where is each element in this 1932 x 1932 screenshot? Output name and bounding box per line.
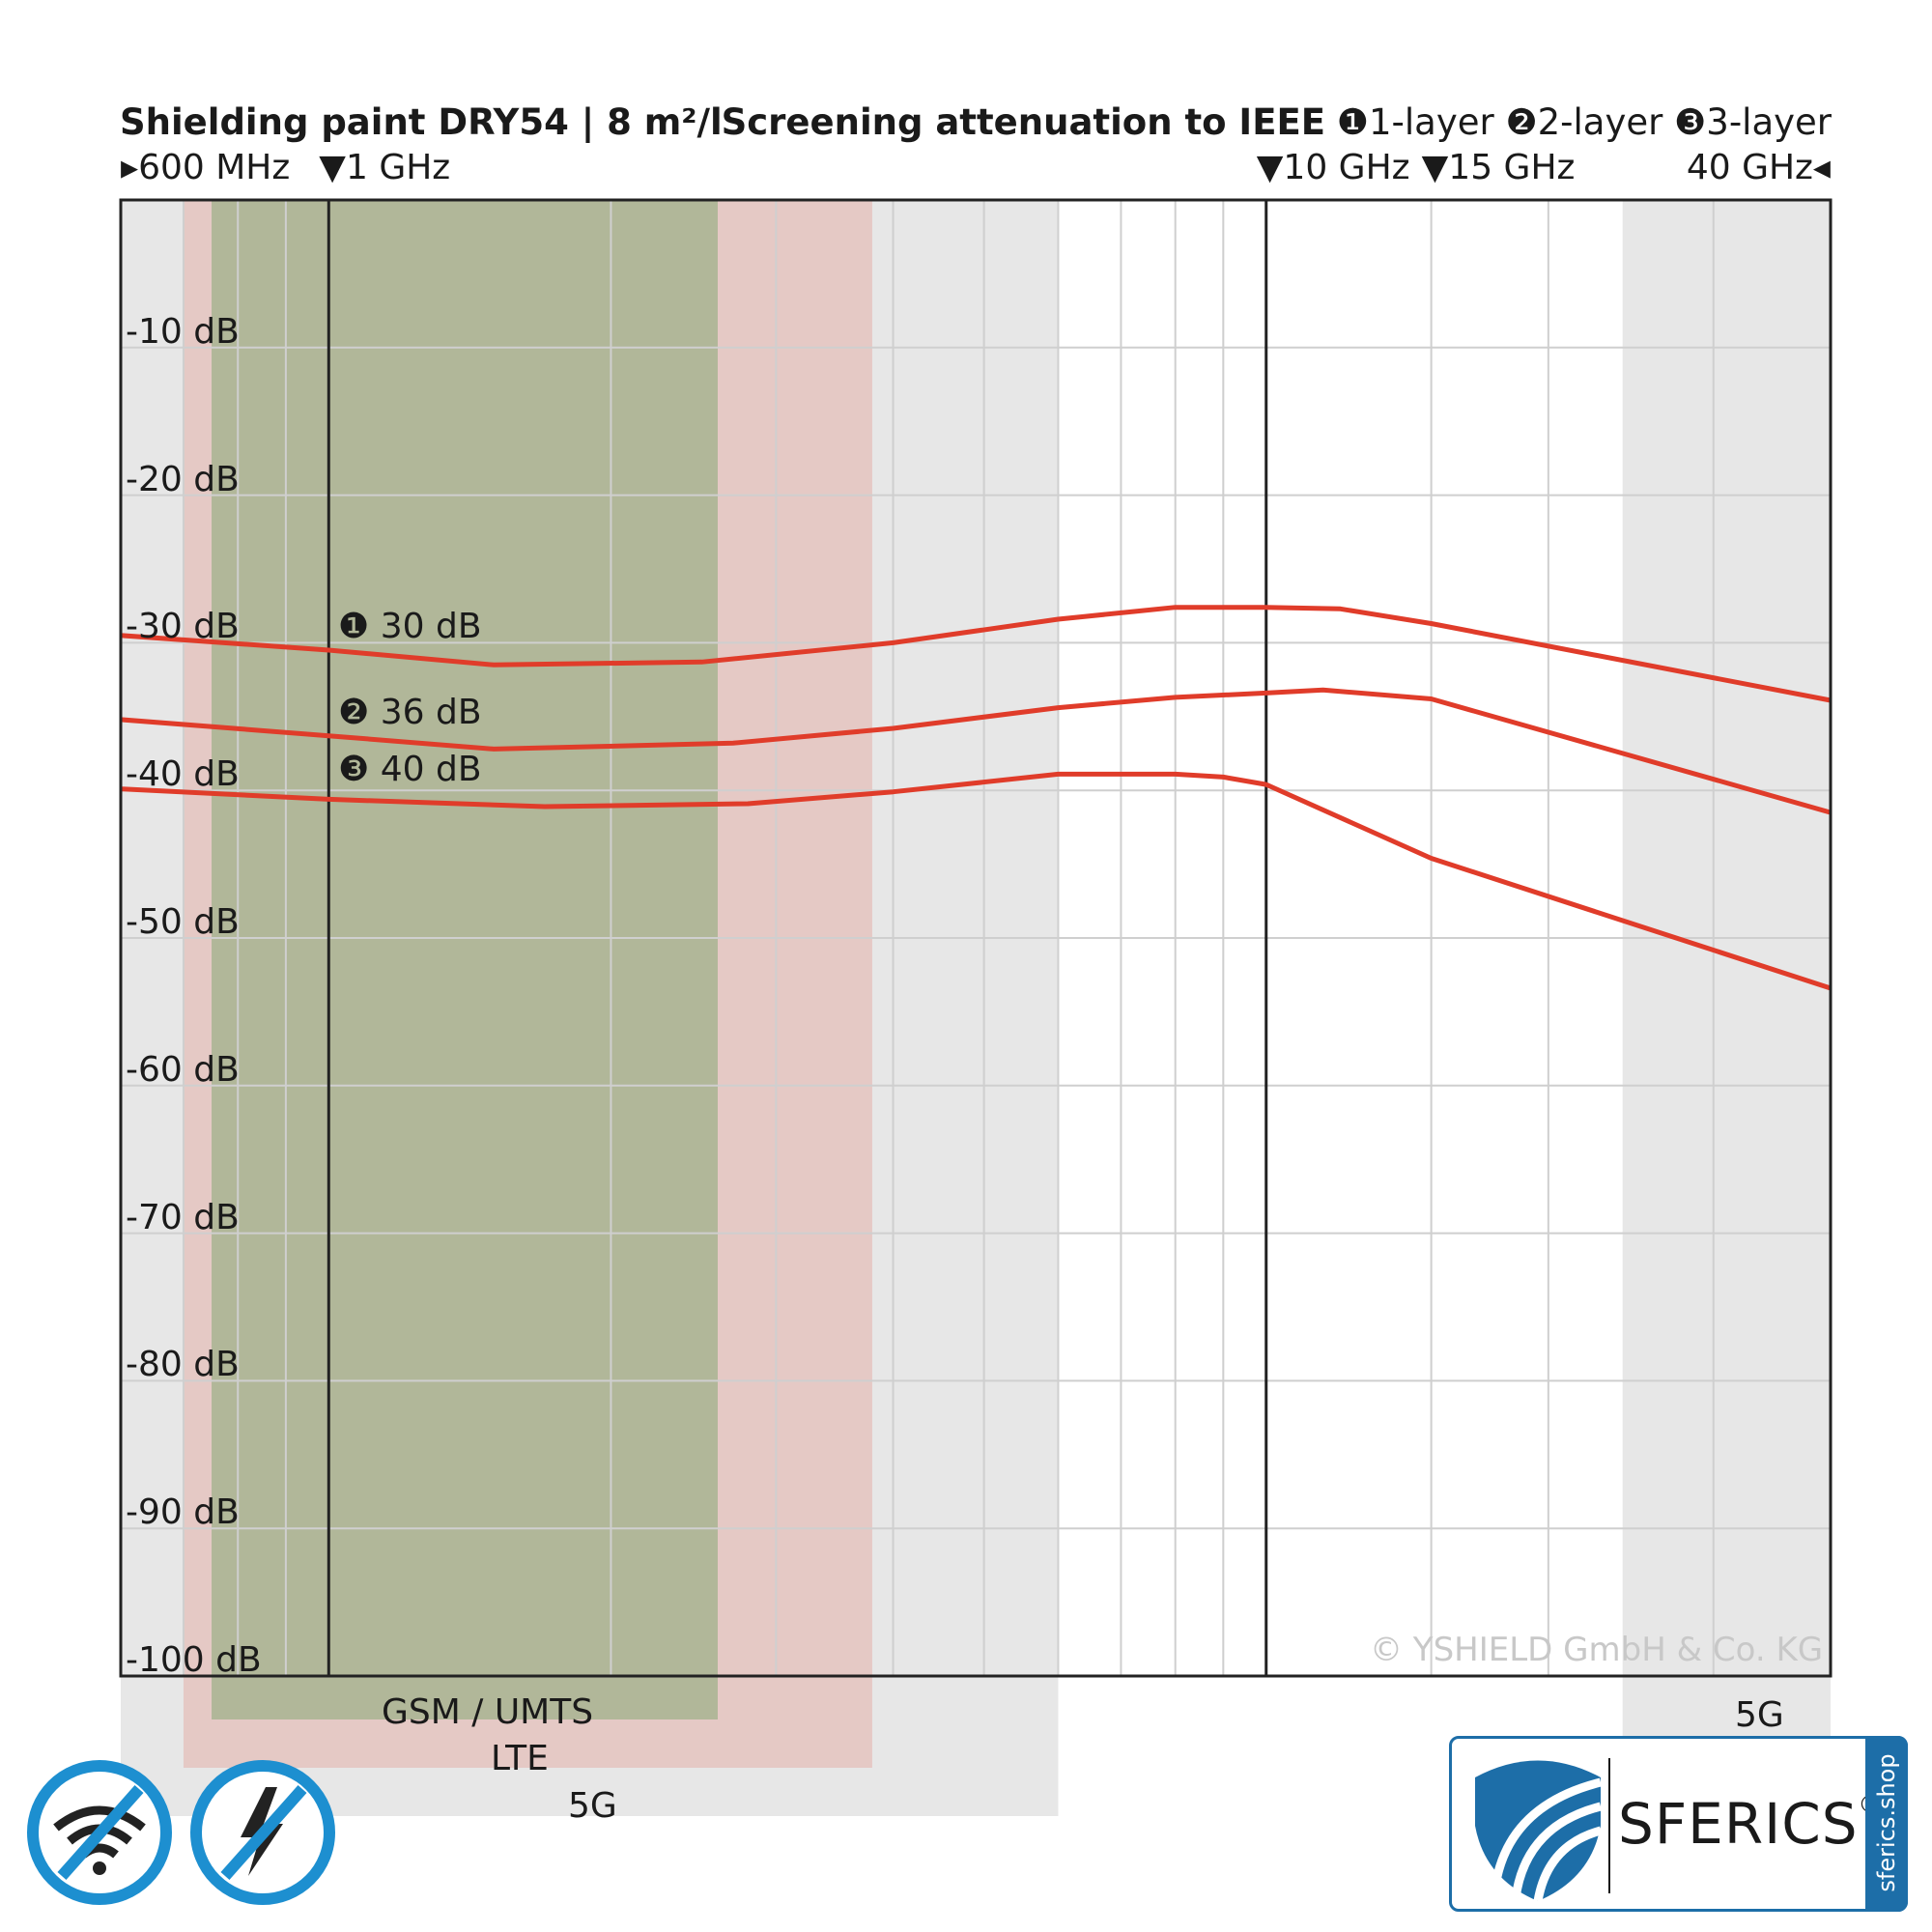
legend-header: Screening attenuation to IEEE ❶1-layer ❷… <box>722 104 1832 140</box>
chart-title: Shielding paint DRY54 | 8 m²/l <box>120 101 723 143</box>
y-tick-label: -30 dB <box>126 607 240 647</box>
legend-item-1: ❶1-layer <box>1336 101 1494 143</box>
y-tick-label: -20 dB <box>126 459 240 499</box>
band-label: GSM / UMTS <box>382 1692 594 1732</box>
legend-item-3: ❸3-layer <box>1674 101 1832 143</box>
copyright-text: © YSHIELD GmbH & Co. KG <box>1370 1631 1824 1669</box>
curve-annotation: ❶ 30 dB <box>338 607 482 647</box>
band-label: 5G <box>1735 1695 1784 1735</box>
freq-tick-label: ▼10 GHz <box>1256 148 1410 187</box>
logo-url: sferics.shop <box>1873 1753 1900 1892</box>
series-line-2 <box>120 687 1832 815</box>
curve-annotation: ❷ 36 dB <box>338 692 482 732</box>
y-tick-label: -70 dB <box>126 1197 240 1237</box>
attenuation-curves <box>120 605 1832 991</box>
freq-tick-label: ▸600 MHz <box>121 148 291 187</box>
y-tick-label: -10 dB <box>126 311 240 352</box>
band-3 <box>1622 200 1831 1811</box>
sferics-logo: SFERICS® sferics.shop <box>1449 1736 1908 1912</box>
logo-sidebar: sferics.shop <box>1865 1736 1908 1912</box>
electric-field-blocked-icon <box>190 1760 335 1905</box>
plot-frame <box>119 198 1833 1678</box>
freq-tick-label: ▼15 GHz <box>1421 148 1576 187</box>
chart-grid <box>121 200 1831 1676</box>
freq-tick-label: 40 GHz◂ <box>1686 148 1831 187</box>
wifi-blocked-icon <box>27 1760 172 1905</box>
y-tick-label: -60 dB <box>126 1049 240 1090</box>
curve-annotation: ❸ 40 dB <box>338 750 482 790</box>
series-line-3 <box>120 771 1832 991</box>
frequency-bands <box>121 200 1831 1816</box>
y-tick-label: -100 dB <box>126 1640 262 1680</box>
band-0 <box>212 200 718 1719</box>
shield-logo-icon <box>1475 1760 1603 1902</box>
legend-title: Screening attenuation to IEEE <box>721 101 1326 143</box>
legend-item-2: ❷2-layer <box>1505 101 1663 143</box>
band-label: LTE <box>491 1739 549 1778</box>
y-tick-label: -40 dB <box>126 754 240 795</box>
y-tick-label: -80 dB <box>126 1345 240 1385</box>
band-label: 5G <box>568 1786 617 1826</box>
freq-tick-label: ▼1 GHz <box>319 148 451 187</box>
series-line-1 <box>120 605 1832 703</box>
y-tick-label: -50 dB <box>126 902 240 942</box>
logo-name: SFERICS® <box>1618 1791 1882 1857</box>
y-tick-label: -90 dB <box>126 1492 240 1533</box>
